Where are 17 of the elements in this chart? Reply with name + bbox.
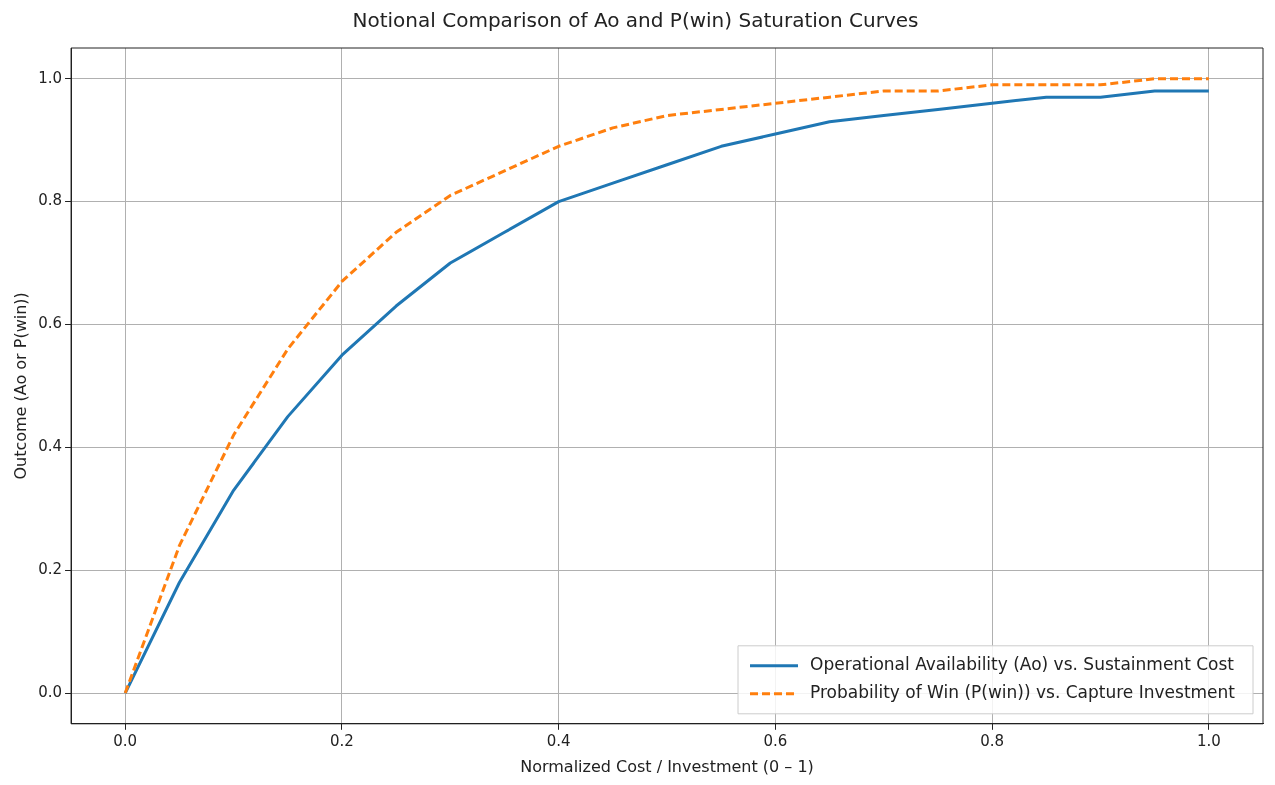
x-tick-label: 0.2 (330, 731, 354, 750)
y-tick-label: 0.6 (38, 314, 63, 333)
x-axis-title: Normalized Cost / Investment (0 – 1) (520, 756, 814, 776)
x-tick-label: 0.0 (113, 731, 138, 750)
y-tick-label: 0.8 (38, 191, 63, 210)
y-axis-title: Outcome (Ao or P(win)) (10, 292, 30, 480)
x-tick-label: 0.4 (546, 731, 571, 750)
y-tick-label: 0.4 (38, 437, 63, 456)
y-tick-label: 0.0 (38, 682, 63, 701)
x-tick-label: 1.0 (1196, 731, 1221, 750)
x-tick-label: 0.8 (980, 731, 1005, 750)
chart-title: Notional Comparison of Ao and P(win) Saturation Curves (352, 8, 919, 33)
legend-label: Probability of Win (P(win)) vs. Capture Investment (810, 682, 1236, 703)
y-tick-label: 1.0 (38, 68, 63, 87)
y-tick-label: 0.2 (38, 560, 63, 579)
legend-label: Operational Availability (Ao) vs. Sustainment Cost (810, 654, 1235, 675)
x-tick-label: 0.6 (763, 731, 788, 750)
